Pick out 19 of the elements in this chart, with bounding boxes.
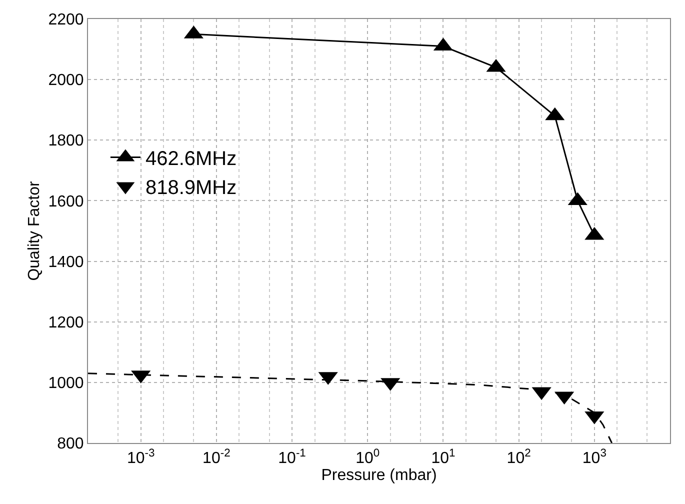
legend-label: 462.6MHz	[145, 148, 237, 170]
x-tick-label: 10$^{-3}$	[126, 447, 155, 468]
x-tick-label: 10$^{-1}$	[278, 447, 306, 468]
y-tick-label: 1800	[48, 132, 84, 150]
y-tick-label: 2000	[48, 72, 84, 90]
x-tick-label: 10$^{1}$	[431, 447, 456, 468]
y-tick-label: 1400	[48, 254, 84, 271]
y-tick-label: 2200	[48, 12, 84, 29]
y-tick-label: 1200	[48, 314, 84, 332]
x-tick-label: 10$^{-2}$	[202, 447, 230, 468]
legend-label: 818.9MHz	[145, 177, 237, 200]
y-tick-label: 800	[57, 436, 84, 453]
x-tick-label: 10$^{2}$	[506, 447, 531, 468]
x-tick-label: 10$^{0}$	[356, 447, 380, 468]
y-tick-label: 1600	[48, 193, 84, 210]
y-axis-title: Quality Factor	[26, 180, 44, 281]
y-tick-label: 1000	[48, 375, 84, 392]
x-tick-label: 10$^{3}$	[582, 447, 606, 468]
x-axis-title: Pressure (mbar)	[321, 467, 437, 484]
